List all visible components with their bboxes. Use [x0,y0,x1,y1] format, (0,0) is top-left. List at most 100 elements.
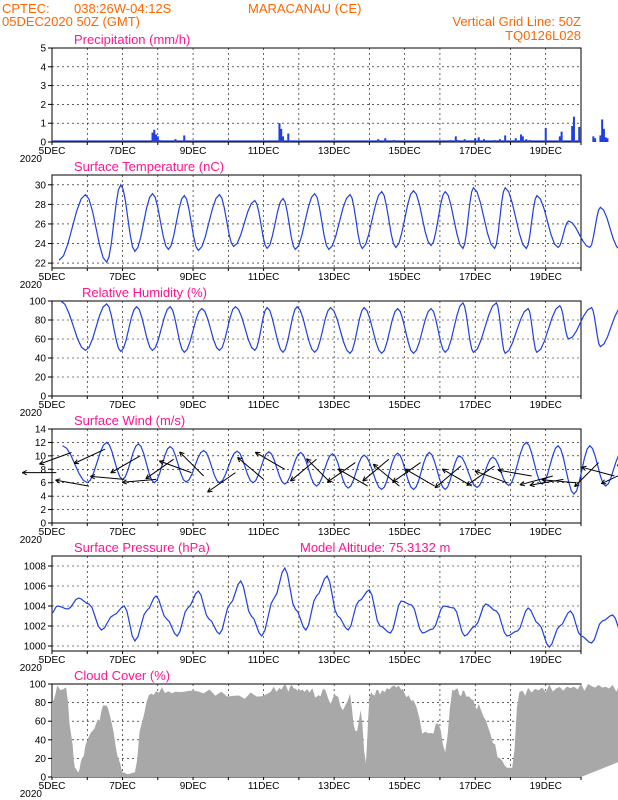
precip-bar [474,138,477,142]
cloud-xtick-label: 7DEC [109,781,136,792]
wind-vector-head [574,484,580,488]
wind-vector-head [541,477,547,481]
panel-precip: 0 1 2 3 4 5 5DEC 7DEC 9DEC 11DEC 13DEC 15DEC 17DEC 19… [20,32,609,165]
wind-vector-shaft [159,460,192,474]
precip-bar [601,119,604,142]
cloud-ytick-label: 60 [35,717,47,728]
wind-vector [327,462,356,483]
wind-vector-head [327,480,333,483]
wind-xtick-label: 13DEC [318,527,350,538]
wind-vector-shaft [337,468,368,487]
wind-vector [600,475,618,485]
precip-bar [151,132,154,142]
precip-bar [594,138,597,142]
wind-vector [289,458,317,482]
temperature-ytick-label: 28 [35,200,47,211]
panel-temperature: 22 24 26 28 30 5DEC 7DEC 9DEC 11DEC 13DEC 15DEC 17D… [20,159,618,291]
cloud-year-label: 2020 [20,789,43,800]
wind-vector [541,477,576,484]
precip-xtick-label: 11DEC [248,146,280,157]
humidity-ytick-label: 0 [40,392,46,403]
precip-bar [572,116,575,142]
wind-vector-shaft [73,448,106,464]
precip-bar [156,136,159,142]
wind-vector-shaft [404,468,435,487]
wind-vector-head [179,451,185,455]
precip-bar [393,140,396,142]
wind-vector-shaft [392,462,421,483]
cloud-ytick-label: 100 [29,680,46,691]
wind-ytick-label: 2 [40,505,46,516]
pressure-ytick-label: 1002 [24,622,47,633]
precip-ytick-label: 4 [40,62,46,73]
wind-vector-shaft [362,458,390,482]
temperature-title: Surface Temperature (nC) [74,159,224,174]
wind-vector-shaft [237,457,264,480]
wind-xtick-label: 17DEC [459,527,491,538]
humidity-ytick-label: 40 [35,354,47,365]
precip-bar [384,138,387,142]
wind-vector-head [519,484,525,487]
cloud-area [52,684,618,777]
wind-vector-shaft [90,475,125,480]
precip-ytick-label: 2 [40,100,46,111]
wind-xtick-label: 11DEC [248,527,280,538]
precip-bar [449,140,452,142]
wind-xtick-label: 7DEC [109,527,136,538]
wind-vector [158,460,192,474]
wind-vector-shaft [466,465,495,486]
precip-bar [456,140,459,142]
precip-title: Precipitation (mm/h) [74,32,190,47]
precip-bar [498,139,501,142]
wind-vector-head [392,477,396,483]
cloud-ytick-label: 80 [35,698,47,709]
precip-bar [514,138,517,142]
header-model-code: TQ0126L028 [505,28,581,43]
humidity-ytick-label: 60 [35,335,47,346]
precip-bar [571,126,574,142]
humidity-frame [51,300,582,397]
wind-vector-shaft [255,451,286,470]
wind-vector [574,462,599,488]
wind-vector-head [372,464,376,469]
panel-humidity: 0 20 40 60 80 100 5DEC 7DEC 9DEC 11DEC 13DEC 15DEC 1… [20,285,618,419]
wind-vector-shaft [207,472,236,493]
humidity-xtick-label: 5DEC [39,400,66,411]
temperature-xtick-label: 11DEC [248,272,280,283]
wind-vector-shaft [529,478,564,486]
pressure-xtick-label: 19DEC [530,655,562,666]
pressure-xtick-label: 5DEC [39,655,66,666]
precip-bar [602,128,605,142]
temperature-year-label: 2020 [20,280,43,291]
temperature-xtick-label: 7DEC [109,272,136,283]
precip-bar [578,126,581,142]
wind-vector-head [121,479,127,483]
precip-bar [560,131,563,142]
temperature-ytick-label: 26 [35,219,47,230]
wind-vector-shaft [434,465,462,489]
wind-ytick-label: 14 [35,425,47,436]
temperature-xtick-label: 17DEC [459,272,491,283]
wind-vector-head [337,468,342,474]
humidity-line [60,300,618,355]
wind-vector [519,475,553,487]
wind-vector-shaft [290,458,317,482]
wind-vector-head [574,481,577,487]
temperature-xtick-label: 13DEC [318,272,350,283]
cloud-xtick-label: 17DEC [459,781,491,792]
wind-vector-head [362,479,368,482]
cloud-xtick-label: 11DEC [248,781,280,792]
wind-vector [121,478,157,485]
wind-vector-shaft [306,458,331,484]
wind-xtick-label: 9DEC [180,527,207,538]
pressure-frame [51,555,582,652]
pressure-ytick-label: 1006 [24,582,47,593]
precip-bar [287,133,290,142]
precip-bar [606,138,609,142]
precip-bar [377,139,380,142]
wind-vector-head [581,466,586,471]
precip-bar [558,136,561,142]
wind-vector [372,463,400,487]
wind-vector-head [158,460,164,465]
temperature-frame [51,174,582,269]
